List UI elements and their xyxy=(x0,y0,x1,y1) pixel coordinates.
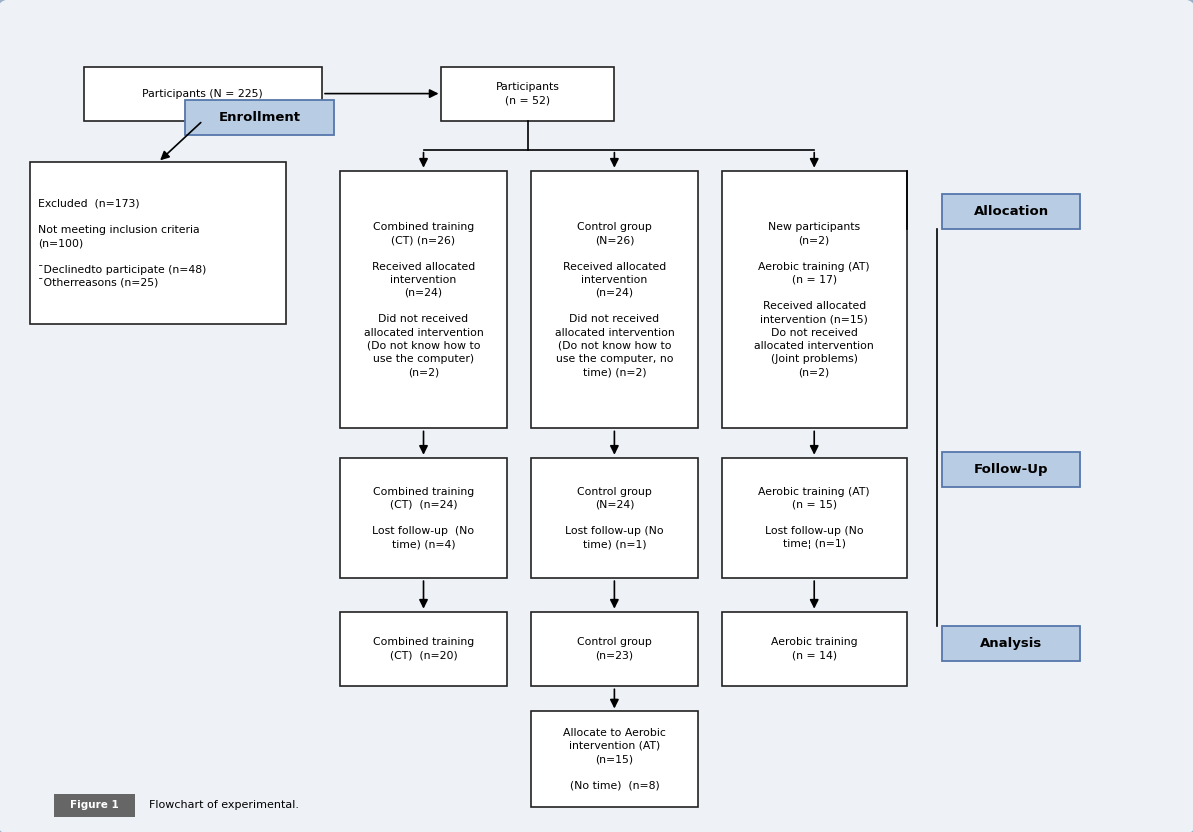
Text: Control group
(N=24)

Lost follow-up (No
time) (n=1): Control group (N=24) Lost follow-up (No … xyxy=(565,487,663,549)
Text: Enrollment: Enrollment xyxy=(218,111,301,124)
FancyBboxPatch shape xyxy=(531,711,698,807)
Text: Combined training
(CT)  (n=20): Combined training (CT) (n=20) xyxy=(373,637,474,661)
Text: Control group
(N=26)

Received allocated
intervention
(n=24)

Did not received
a: Control group (N=26) Received allocated … xyxy=(555,222,674,377)
Text: Aerobic training (AT)
(n = 15)

Lost follow-up (No
time¦ (n=1): Aerobic training (AT) (n = 15) Lost foll… xyxy=(759,487,870,549)
FancyBboxPatch shape xyxy=(54,794,135,817)
FancyBboxPatch shape xyxy=(722,458,907,578)
Text: New participants
(n=2)

Aerobic training (AT)
(n = 17)

Received allocated
inter: New participants (n=2) Aerobic training … xyxy=(754,222,874,377)
FancyBboxPatch shape xyxy=(942,626,1080,661)
FancyBboxPatch shape xyxy=(942,452,1080,487)
Text: Analysis: Analysis xyxy=(979,637,1043,651)
FancyBboxPatch shape xyxy=(441,67,614,121)
FancyBboxPatch shape xyxy=(185,100,334,135)
Text: Follow-Up: Follow-Up xyxy=(973,463,1049,476)
Text: Combined training
(CT)  (n=24)

Lost follow-up  (No
time) (n=4): Combined training (CT) (n=24) Lost follo… xyxy=(372,487,475,549)
Text: Control group
(n=23): Control group (n=23) xyxy=(577,637,651,661)
Text: Allocate to Aerobic
intervention (AT)
(n=15)

(No time)  (n=8): Allocate to Aerobic intervention (AT) (n… xyxy=(563,728,666,790)
Text: Flowchart of experimental.: Flowchart of experimental. xyxy=(149,800,299,810)
FancyBboxPatch shape xyxy=(340,458,507,578)
FancyBboxPatch shape xyxy=(30,162,286,324)
Text: Allocation: Allocation xyxy=(973,205,1049,218)
FancyBboxPatch shape xyxy=(340,612,507,686)
FancyBboxPatch shape xyxy=(340,171,507,428)
FancyBboxPatch shape xyxy=(722,612,907,686)
Text: Combined training
(CT) (n=26)

Received allocated
intervention
(n=24)

Did not r: Combined training (CT) (n=26) Received a… xyxy=(364,222,483,377)
Text: Participants (N = 225): Participants (N = 225) xyxy=(142,88,264,99)
FancyBboxPatch shape xyxy=(531,612,698,686)
FancyBboxPatch shape xyxy=(942,194,1080,229)
Text: Participants
(n = 52): Participants (n = 52) xyxy=(496,82,560,105)
Text: Aerobic training
(n = 14): Aerobic training (n = 14) xyxy=(771,637,858,661)
FancyBboxPatch shape xyxy=(722,171,907,428)
FancyBboxPatch shape xyxy=(531,458,698,578)
Text: Figure 1: Figure 1 xyxy=(70,800,118,810)
FancyBboxPatch shape xyxy=(84,67,322,121)
FancyBboxPatch shape xyxy=(531,171,698,428)
Text: Excluded  (n=173)

Not meeting inclusion criteria
(n=100)

¯Declinedto participa: Excluded (n=173) Not meeting inclusion c… xyxy=(38,199,206,288)
